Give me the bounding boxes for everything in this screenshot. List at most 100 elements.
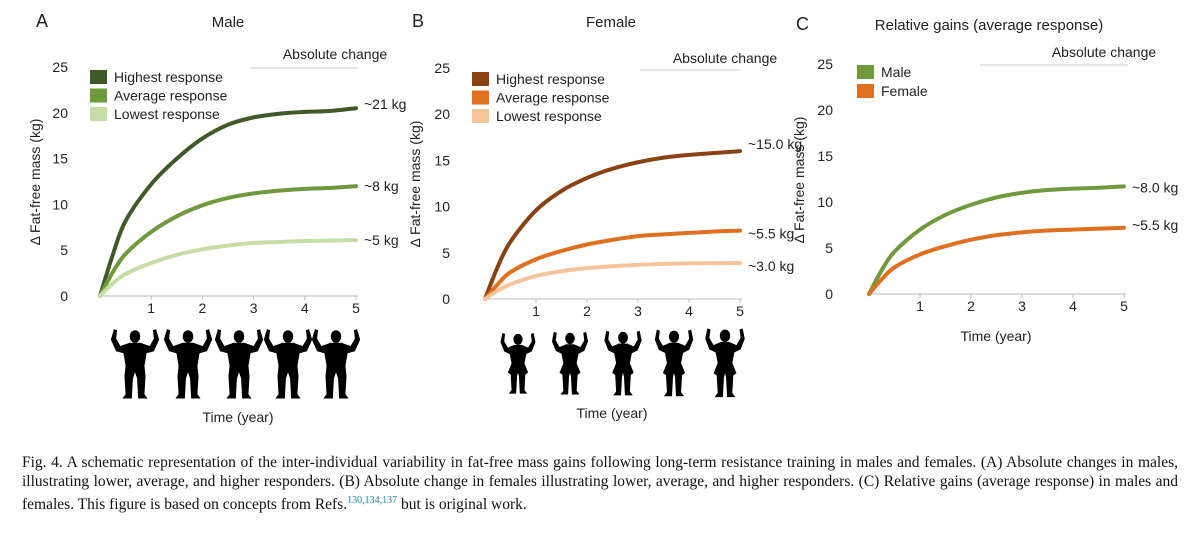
panel-b-yticks: 0 5 10 15 20 25 [434,60,450,307]
legend-swatch [90,70,107,84]
end-value-label: ~21 kg [364,96,406,112]
series-line [867,225,1126,296]
panel-b-figures [500,328,745,398]
y-tick-label: 0 [60,288,68,304]
legend-label: Highest response [114,69,223,85]
end-value-label: ~5.5 kg [1132,217,1178,233]
legend-swatch [472,90,489,105]
panel-a-legend: Highest response Average response Lowest r… [90,69,228,122]
flexing-figure-icon [311,329,361,399]
panel-a-xlabel: Time (year) [202,409,273,425]
caption-ref-1[interactable]: 130 [347,495,363,506]
panel-a-ylabel: Δ Fat-free mass (kg) [27,119,43,246]
series-line [483,260,742,301]
end-value-label: ~8 kg [364,178,399,194]
flexing-figure-icon [110,329,160,399]
y-tick-label: 25 [434,60,450,76]
y-tick-label: 0 [442,291,450,307]
legend-swatch [90,107,107,121]
figure-caption: Fig. 4. A schematic representation of th… [22,453,1178,514]
panel-a-subtitle: Absolute change [283,46,388,62]
end-value-label: ~8.0 kg [1132,179,1178,195]
x-tick-label: 3 [634,303,642,319]
panel-c-legend: Male Female [857,64,928,99]
panel-c-xticks: 1 2 3 4 5 [916,294,1128,314]
legend-label: Female [881,83,928,99]
legend-swatch [90,88,107,103]
flexing-figure-icon [654,329,694,397]
x-tick-label: 5 [736,303,744,319]
flexing-figure-icon [163,329,213,399]
legend-swatch [857,84,874,98]
flexing-figure-icon [551,331,589,395]
x-tick-label: 5 [1120,298,1128,314]
caption-text: Fig. 4. A schematic representation of th… [22,454,1178,514]
legend-label: Average response [114,88,228,104]
panel-c-subtitle: Absolute change [1052,44,1157,60]
caption-ref-sep-2: , [379,495,383,506]
legend-label: Male [881,64,912,80]
y-tick-label: 15 [52,151,68,167]
caption-ref-2[interactable]: 134 [364,495,380,506]
x-tick-label: 1 [532,303,540,319]
y-tick-label: 20 [52,105,68,121]
panel-c-ylabel: Δ Fat-free mass (kg) [791,117,807,244]
x-tick-label: 5 [352,300,360,316]
y-tick-label: 20 [817,102,833,118]
series-line [483,228,742,301]
panel-a-title: Male [212,14,245,31]
panel-b-xlabel: Time (year) [576,405,647,421]
x-tick-label: 2 [967,298,975,314]
panel-a-xticks: 1 2 3 4 5 [147,296,360,316]
legend-label: Average response [496,90,610,106]
end-value-label: ~5.5 kg [748,226,794,242]
caption-ref-3[interactable]: 137 [382,495,398,506]
x-tick-label: 4 [685,303,693,319]
series-line [98,106,358,298]
panel-c-series [867,184,1126,296]
series-line [867,184,1126,296]
caption-tail: but is original work. [397,496,527,514]
end-value-label: ~3.0 kg [748,258,794,274]
series-line [483,149,742,301]
y-tick-label: 5 [825,240,833,256]
x-tick-label: 4 [1069,298,1077,314]
panel-c-letter: C [796,14,809,34]
panel-c-xlabel: Time (year) [960,328,1031,344]
flexing-figure-icon [705,328,745,398]
legend-label: Highest response [496,71,605,87]
panel-b-subtitle: Absolute change [673,50,778,66]
y-tick-label: 5 [60,242,68,258]
end-value-label: ~5 kg [364,232,399,248]
y-tick-label: 15 [817,148,833,164]
end-value-label: ~15.0 kg [748,136,802,152]
panel-b-legend: Highest response Average response Lowest r… [472,71,610,124]
y-tick-label: 10 [52,196,68,212]
x-tick-label: 3 [1018,298,1026,314]
panel-c-title: Relative gains (average response) [875,17,1103,34]
flexing-figure-icon [604,330,642,396]
x-tick-label: 4 [301,300,309,316]
panel-b: B Female Absolute change Δ Fat-free mass… [407,11,802,421]
x-tick-label: 2 [199,300,207,316]
panel-a-yticks: 0 5 10 15 20 25 [52,59,68,304]
y-tick-label: 5 [442,245,450,261]
panel-a-letter: A [36,11,48,31]
y-tick-label: 15 [434,152,450,168]
panel-b-letter: B [412,11,424,31]
series-line [98,238,358,298]
panel-b-ylabel: Δ Fat-free mass (kg) [407,121,423,248]
y-tick-label: 10 [817,194,833,210]
panel-a-end-labels: ~21 kg ~8 kg ~5 kg [364,96,406,248]
legend-swatch [472,109,489,123]
panel-a: A Male Absolute change Δ Fat-free mass (… [27,11,406,425]
y-tick-label: 25 [52,59,68,75]
legend-swatch [472,72,489,86]
panel-a-series [98,106,358,298]
x-tick-label: 1 [916,298,924,314]
panel-b-xticks: 1 2 3 4 5 [532,299,744,319]
y-tick-label: 25 [817,56,833,72]
legend-label: Lowest response [114,106,220,122]
series-line [98,184,358,298]
